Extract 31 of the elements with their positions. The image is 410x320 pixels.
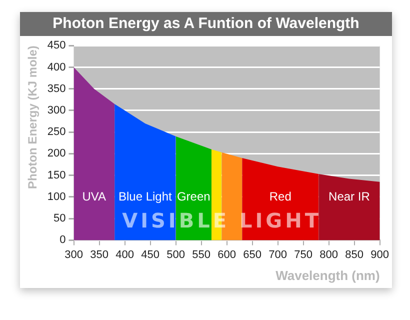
y-tick-label: 0	[60, 234, 66, 246]
x-tick-label: 900	[370, 248, 390, 261]
chart-title: Photon Energy as A Funtion of Wavelength	[20, 12, 392, 36]
series-label: Blue Light	[118, 190, 173, 204]
y-tick-label: 200	[47, 148, 66, 160]
x-tick-label: 400	[116, 248, 134, 261]
series-label: Near IR	[328, 190, 370, 204]
x-axis-title: Wavelength (nm)	[276, 268, 380, 283]
y-tick-label: 250	[47, 126, 66, 138]
x-tick-label: 350	[90, 248, 108, 261]
x-tick-label: 450	[141, 248, 160, 261]
y-tick-label: 50	[54, 212, 66, 225]
series-label: Green	[176, 190, 210, 204]
y-tick-label: 150	[47, 169, 66, 182]
series-label: UVA	[82, 190, 106, 204]
x-tick-label: 550	[192, 248, 210, 261]
x-tick-label: 650	[243, 248, 262, 261]
y-tick-label: 350	[47, 82, 66, 95]
series-label: Red	[269, 190, 292, 204]
y-tick-label: 450	[47, 40, 66, 52]
x-tick-label: 700	[268, 248, 287, 261]
y-tick-label: 100	[47, 190, 66, 203]
y-tick-label: 300	[47, 104, 66, 116]
x-tick-label: 850	[345, 248, 364, 261]
x-tick-label: 500	[166, 248, 185, 261]
y-tick-label: 400	[47, 61, 66, 74]
x-tick-label: 300	[64, 248, 83, 261]
x-tick-label: 600	[218, 248, 236, 261]
y-axis-title: Photon Energy (KJ mole)	[26, 46, 40, 189]
x-tick-label: 800	[320, 248, 338, 261]
x-tick-label: 750	[294, 248, 312, 261]
